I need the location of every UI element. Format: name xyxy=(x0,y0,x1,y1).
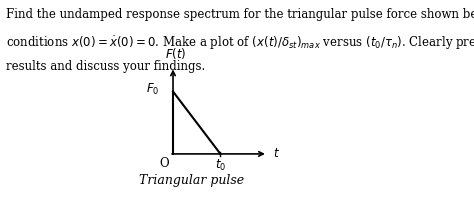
Text: $t$: $t$ xyxy=(273,147,280,160)
Text: results and discuss your findings.: results and discuss your findings. xyxy=(6,60,205,73)
Text: $F(t)$: $F(t)$ xyxy=(164,46,186,61)
Text: Find the undamped response spectrum for the triangular pulse force shown below u: Find the undamped response spectrum for … xyxy=(6,8,474,21)
Text: O: O xyxy=(160,157,169,170)
Text: conditions $x(0) = \dot{x}(0) = 0$. Make a plot of $(x(t)/\delta_{st})_{max}$ ve: conditions $x(0) = \dot{x}(0) = 0$. Make… xyxy=(6,34,474,52)
Text: $F_0$: $F_0$ xyxy=(146,82,160,97)
Text: $t_0$: $t_0$ xyxy=(215,158,226,173)
Text: Triangular pulse: Triangular pulse xyxy=(139,175,245,187)
